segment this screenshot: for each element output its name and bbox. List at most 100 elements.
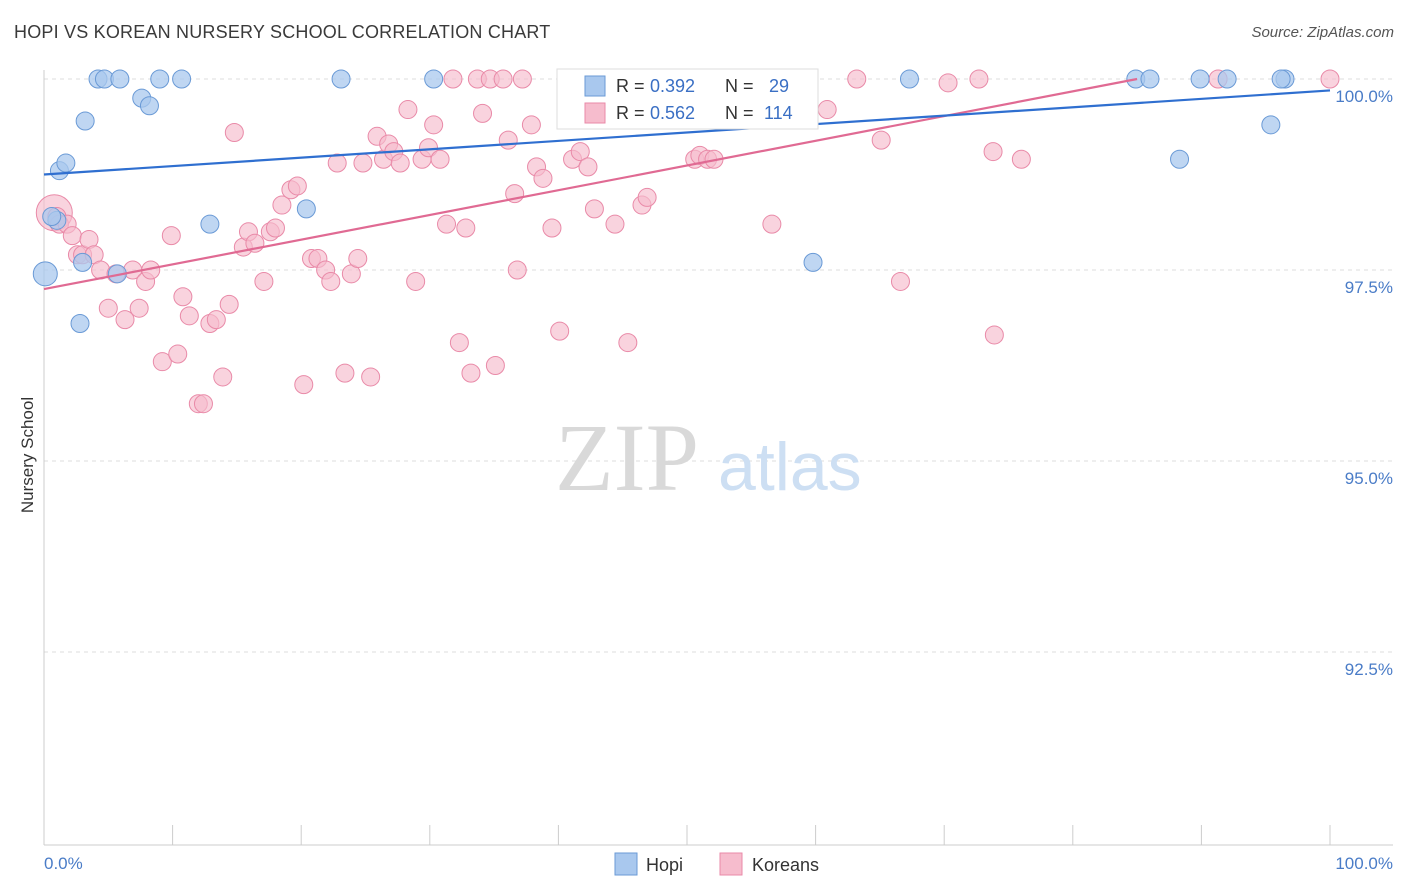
watermark-zip: ZIP	[555, 404, 699, 511]
hopi-point	[296, 199, 316, 219]
korean-point	[983, 142, 1003, 162]
korean-point	[584, 199, 604, 219]
korean-point	[98, 298, 118, 318]
korean-point	[327, 153, 347, 173]
stats-korean-n-value: 114	[764, 103, 793, 123]
stats-hopi-n-value: 29	[769, 76, 789, 96]
korean-point	[437, 214, 457, 234]
korean-point	[1011, 149, 1031, 169]
stats-legend-hopi-swatch	[584, 75, 606, 97]
korean-point	[398, 100, 418, 120]
korean-point	[521, 115, 541, 135]
korean-point	[605, 214, 625, 234]
korean-point	[224, 122, 244, 142]
x-tick-label-min: 0.0%	[44, 854, 83, 873]
hopi-point	[1170, 149, 1190, 169]
korean-point	[493, 69, 513, 89]
korean-point	[938, 73, 958, 93]
stats-hopi-r-value: 0.392	[650, 76, 695, 96]
korean-point	[361, 367, 381, 387]
hopi-point	[1217, 69, 1237, 89]
korean-point	[179, 306, 199, 326]
korean-point	[390, 153, 410, 173]
korean-point	[507, 260, 527, 280]
korean-point	[498, 130, 518, 150]
korean-point	[473, 103, 493, 123]
hopi-point	[1271, 69, 1291, 89]
korean-point	[219, 294, 239, 314]
korean-point	[618, 333, 638, 353]
korean-point	[168, 344, 188, 364]
y-tick-label: 95.0%	[1345, 469, 1393, 488]
korean-point	[485, 356, 505, 375]
stats-legend-korean-swatch	[584, 102, 606, 124]
korean-point	[847, 69, 867, 89]
korean-point	[424, 115, 444, 135]
korean-point	[443, 69, 463, 89]
hopi-point	[32, 261, 58, 287]
trendlines	[43, 77, 1331, 291]
stats-korean-r-value: 0.562	[650, 103, 695, 123]
korean-point	[762, 214, 782, 234]
korean-point	[294, 375, 314, 395]
korean-point	[406, 271, 426, 291]
chart-title: HOPI VS KOREAN NURSERY SCHOOL CORRELATIO…	[14, 22, 551, 42]
hopi-point	[803, 252, 823, 272]
korean-point	[193, 394, 213, 414]
hopi-point	[42, 207, 62, 227]
x-tick-label-max: 100.0%	[1335, 854, 1393, 873]
korean-point	[152, 352, 172, 372]
korean-point	[969, 69, 989, 89]
hopi-point	[200, 214, 220, 234]
stats-hopi-r-label: R =	[616, 76, 645, 96]
korean-point	[456, 218, 476, 238]
korean-point	[173, 287, 193, 307]
hopi-point	[1261, 115, 1281, 135]
hopi-point	[172, 69, 192, 89]
stats-korean-n-label: N =	[725, 103, 754, 123]
korean-point	[542, 218, 562, 238]
hopi-point	[1140, 69, 1160, 89]
korean-point	[213, 367, 233, 387]
hopi-point	[56, 153, 76, 173]
korean-point	[578, 157, 598, 177]
korean-point	[161, 226, 181, 246]
y-tick-label: 92.5%	[1345, 660, 1393, 679]
korean-point	[570, 142, 590, 162]
korean-point	[871, 130, 891, 150]
korean-point	[335, 363, 355, 383]
stats-korean-r-label: R =	[616, 103, 645, 123]
korean-point	[817, 100, 837, 120]
korean-point	[272, 195, 292, 215]
hopi-point	[150, 69, 170, 89]
y-axis-label: Nursery School	[18, 397, 37, 513]
korean-point	[890, 271, 910, 291]
korean-point	[533, 168, 553, 188]
bottom-legend-hopi-swatch	[614, 852, 638, 876]
hopi-point	[70, 313, 90, 333]
watermark-atlas: atlas	[718, 429, 862, 505]
korean-point	[550, 321, 570, 341]
hopi-trendline	[43, 89, 1331, 176]
bottom-legend: Hopi Koreans	[614, 852, 819, 876]
korean-point	[206, 310, 226, 330]
korean-point	[1320, 69, 1340, 89]
korean-point	[512, 69, 532, 89]
grid-lines: 92.5% 95.0% 97.5% 100.0%	[44, 78, 1393, 679]
hopi-point	[75, 111, 95, 131]
source-label: Source: ZipAtlas.com	[1251, 24, 1394, 41]
korean-point	[430, 149, 450, 169]
korean-point	[129, 298, 149, 318]
stats-hopi-n-label: N =	[725, 76, 754, 96]
hopi-point	[1190, 69, 1210, 89]
bottom-legend-korean-swatch	[719, 852, 743, 876]
y-tick-label: 97.5%	[1345, 278, 1393, 297]
watermark: ZIP atlas	[555, 404, 862, 511]
hopi-point	[899, 69, 919, 89]
korean-point	[353, 153, 373, 173]
y-tick-label: 100.0%	[1335, 87, 1393, 106]
bottom-legend-korean-label: Koreans	[752, 855, 819, 875]
korean-point	[254, 271, 274, 291]
hopi-point	[331, 69, 351, 89]
